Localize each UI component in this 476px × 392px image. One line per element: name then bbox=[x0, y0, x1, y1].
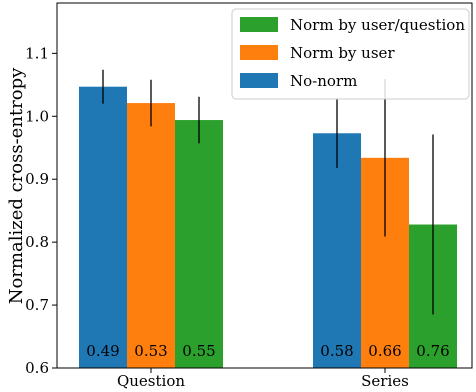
x-tick-label: Question bbox=[117, 372, 185, 390]
y-tick-label: 0.7 bbox=[25, 296, 49, 314]
bar-data-label: 0.49 bbox=[86, 342, 119, 360]
legend: Norm by user/question Norm by user No-norm bbox=[231, 8, 470, 100]
y-tick-label: 1.1 bbox=[25, 44, 49, 62]
bar bbox=[79, 86, 127, 368]
bars-layer bbox=[79, 86, 457, 368]
data-labels-layer: 0.49 0.58 0.53 0.66 0.55 0.76 bbox=[86, 342, 449, 360]
y-tick-label: 1.0 bbox=[25, 107, 49, 125]
legend-swatch bbox=[240, 45, 278, 60]
legend-box bbox=[231, 8, 470, 100]
bar-data-label: 0.55 bbox=[182, 342, 215, 360]
legend-label: No-norm bbox=[290, 72, 357, 90]
legend-label: Norm by user/question bbox=[290, 16, 465, 34]
y-tick-label: 0.6 bbox=[25, 359, 49, 377]
bar-data-label: 0.58 bbox=[320, 342, 353, 360]
bar bbox=[127, 103, 175, 368]
y-axis-title: Normalized cross-entropy bbox=[6, 67, 27, 304]
axes-layer: 0.6 0.7 0.8 0.9 1.0 1.1 Question Series bbox=[25, 2, 473, 390]
bar-data-label: 0.76 bbox=[416, 342, 449, 360]
error-bars-layer bbox=[102, 69, 434, 315]
legend-swatch bbox=[240, 73, 278, 88]
bar bbox=[313, 133, 361, 368]
plot-frame bbox=[56, 2, 473, 369]
y-tick-label: 0.9 bbox=[25, 170, 49, 188]
y-tick-label: 0.8 bbox=[25, 233, 49, 251]
legend-label: Norm by user bbox=[290, 44, 395, 62]
bar-data-label: 0.66 bbox=[368, 342, 401, 360]
x-tick-label: Series bbox=[361, 372, 409, 390]
bar-data-label: 0.53 bbox=[134, 342, 167, 360]
bar bbox=[175, 120, 223, 368]
legend-swatch bbox=[240, 17, 278, 32]
